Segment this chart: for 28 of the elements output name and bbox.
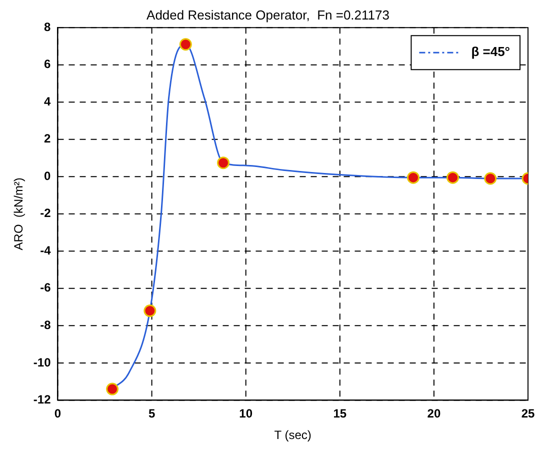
point [144,304,156,318]
legend-label: β =45° [471,44,510,60]
y-tick-label: -10 [33,355,52,370]
y-tick-label: -8 [40,318,52,332]
point [179,38,192,51]
x-tick-label: 20 [427,406,441,421]
y-tick-label: -4 [40,243,52,258]
y-tick-label: 0 [44,168,52,183]
x-tick-label: 15 [333,406,347,421]
x-tick-label: 25 [521,406,535,421]
x-tick-label: 0 [54,406,62,421]
x-axis-title: T (sec) [274,428,312,442]
point [407,171,420,184]
y-tick-label: -2 [40,206,52,220]
y-tick-label: 6 [44,57,52,72]
point [217,156,230,170]
point [446,171,460,184]
point [106,382,119,396]
point [484,172,497,185]
y-axis-title: ARO (kN/m²) [12,178,26,250]
y-tick-label: -12 [33,392,52,407]
x-tick-label: 5 [148,406,156,421]
y-tick-label: 2 [44,132,52,146]
y-tick-label: -6 [40,280,52,295]
x-tick-label: 10 [239,406,253,421]
y-tick-label: 4 [44,94,52,108]
chart-title: Added Resistance Operator, Fn =0.21173 [146,7,390,22]
y-tick-label: 8 [44,20,52,34]
